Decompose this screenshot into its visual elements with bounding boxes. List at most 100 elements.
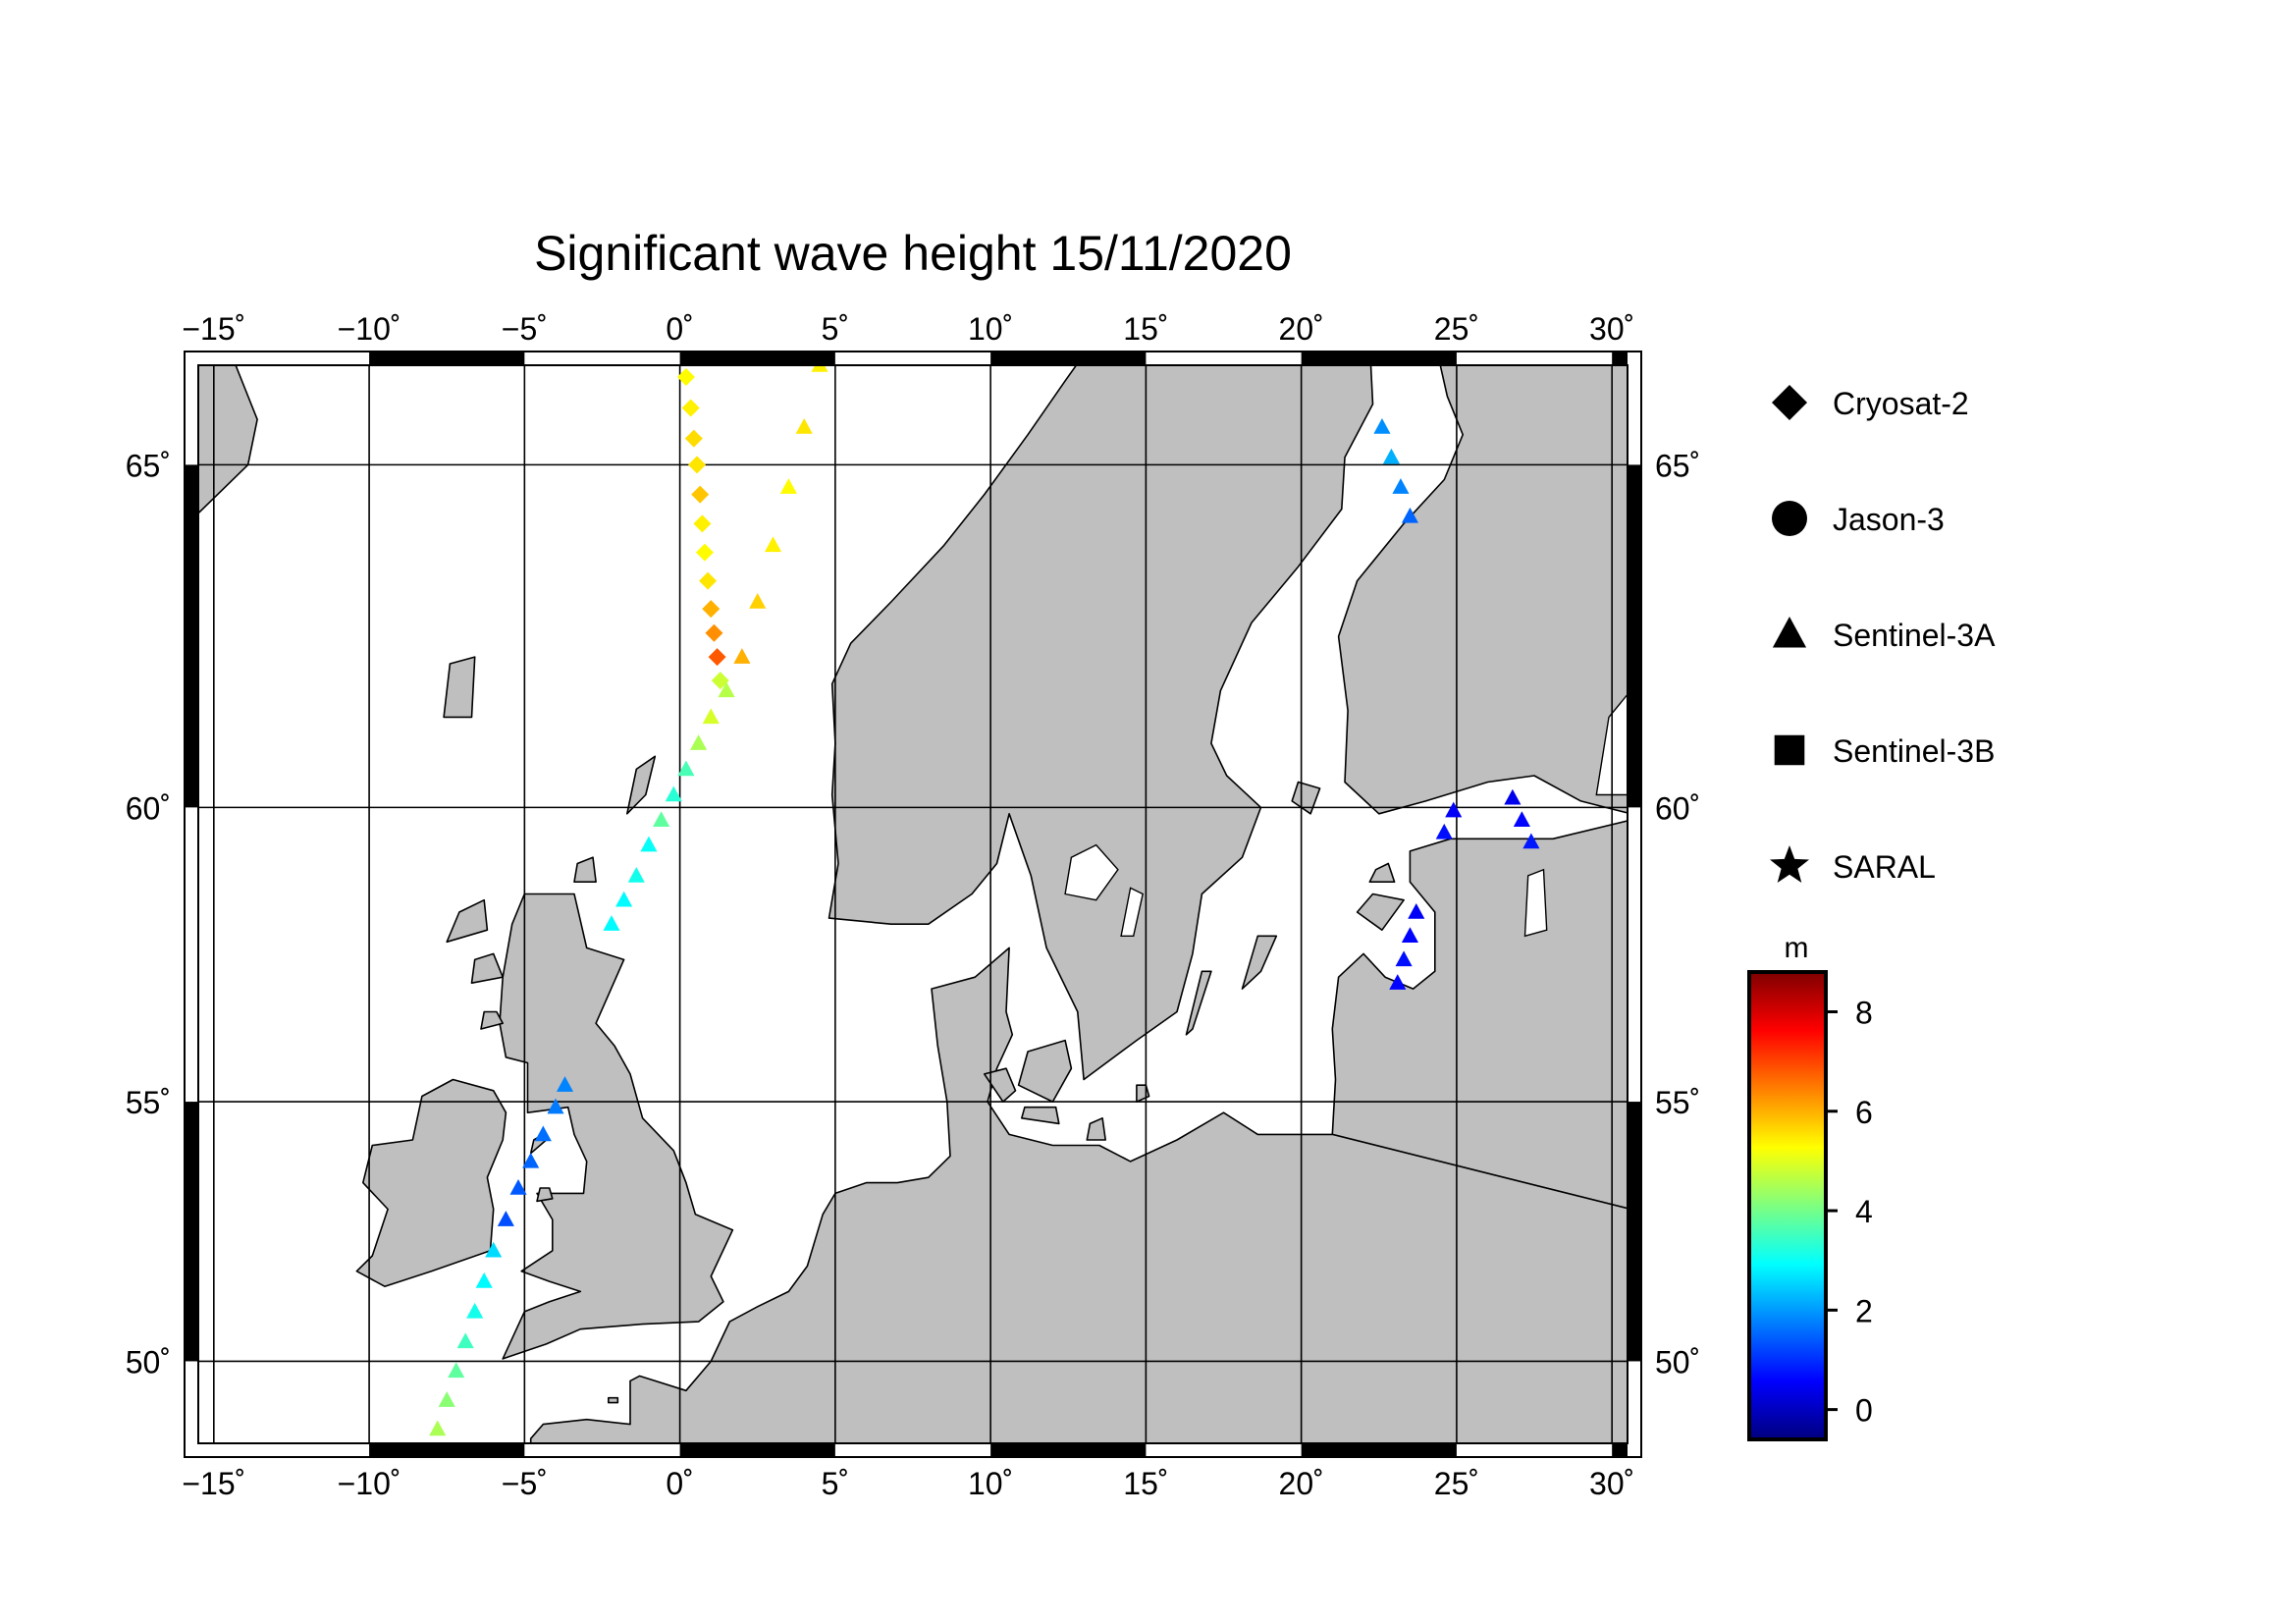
diamond-marker xyxy=(684,429,703,448)
triangle-marker xyxy=(497,1211,514,1226)
lon-tick-label-top: −15˚ xyxy=(182,311,245,347)
land-oland xyxy=(1185,970,1212,1036)
triangle-marker xyxy=(749,593,767,609)
triangle-marker xyxy=(1373,417,1391,434)
land-baltic-states xyxy=(1331,820,1628,1210)
lon-tick-label-top: 20˚ xyxy=(1279,311,1324,347)
triangle-marker xyxy=(765,536,782,553)
triangle-marker xyxy=(1389,974,1407,990)
land-lolland xyxy=(1021,1106,1060,1125)
legend-label: Jason-3 xyxy=(1833,502,1945,537)
triangle-marker xyxy=(615,891,633,907)
lat-tick-label-left: 65˚ xyxy=(126,448,171,483)
land-iceland xyxy=(198,365,258,514)
triangle-marker xyxy=(1408,902,1425,919)
frame-segment-top xyxy=(369,352,525,365)
lon-tick-label-bottom: 10˚ xyxy=(968,1466,1013,1501)
triangle-marker xyxy=(627,866,645,883)
land-anglesey xyxy=(536,1187,554,1203)
triangle-marker xyxy=(690,734,708,750)
lat-tick-label-right: 55˚ xyxy=(1655,1085,1700,1120)
lon-tick-label-top: 10˚ xyxy=(968,311,1013,347)
lon-tick-label-bottom: −15˚ xyxy=(182,1466,245,1501)
lon-tick-label-top: 15˚ xyxy=(1123,311,1168,347)
star-icon xyxy=(1770,845,1809,883)
triangle-marker xyxy=(485,1241,503,1258)
frame-segment-top xyxy=(1612,352,1628,365)
land-hiiumaa xyxy=(1368,862,1396,883)
diamond-marker xyxy=(681,399,700,417)
legend-label: Cryosat-2 xyxy=(1833,386,1969,421)
lon-tick-label-bottom: 5˚ xyxy=(822,1466,849,1501)
lon-tick-label-bottom: 15˚ xyxy=(1123,1466,1168,1501)
colorbar-tick-label: 4 xyxy=(1855,1194,1873,1229)
altimeter-tracks xyxy=(429,365,1540,1436)
frame-segment-bottom xyxy=(679,1443,835,1457)
legend-item: SARAL xyxy=(1770,845,1936,885)
map-tick-labels: −15˚ −15˚ −10˚ −10˚ −5˚ −5˚ 0˚ 0˚ 5˚ 5˚ 10˚ 10˚ 15˚ 1… xyxy=(126,311,1701,1501)
diamond-marker xyxy=(699,571,718,590)
triangle-marker xyxy=(1395,950,1413,967)
frame-segment-bottom xyxy=(369,1443,525,1457)
land-ireland xyxy=(355,1078,507,1287)
triangle-marker xyxy=(640,836,658,852)
map-title: Significant wave height 15/11/2020 xyxy=(534,226,1292,281)
triangle-marker xyxy=(475,1272,493,1288)
triangle-marker xyxy=(795,417,813,434)
satellite-legend: Cryosat-2 Jason-3 Sentinel-3A Sentinel-3B SA… xyxy=(1770,385,1996,885)
land-sjaelland xyxy=(1017,1039,1073,1103)
frame-segment-right xyxy=(1628,1102,1641,1362)
triangle-marker xyxy=(1435,823,1453,839)
triangle-marker xyxy=(702,708,720,725)
legend-item: Jason-3 xyxy=(1772,501,1945,537)
land-finland-russia xyxy=(1337,365,1628,815)
legend-item: Sentinel-3A xyxy=(1772,617,1996,653)
legend-label: Sentinel-3B xyxy=(1833,733,1995,769)
triangle-marker xyxy=(677,760,695,777)
frame-segment-bottom xyxy=(990,1443,1147,1457)
triangle-marker xyxy=(466,1302,484,1319)
lon-tick-label-top: −10˚ xyxy=(338,311,401,347)
lat-tick-label-left: 60˚ xyxy=(126,790,171,826)
diamond-marker xyxy=(695,543,714,562)
land-skye xyxy=(470,952,504,984)
map-frame: −15˚ −15˚ −10˚ −10˚ −5˚ −5˚ 0˚ 0˚ 5˚ 5˚ 10˚ 10˚ 15˚ 1… xyxy=(126,311,1701,1501)
diamond-marker xyxy=(693,514,712,533)
colorbar-tick-label: 2 xyxy=(1855,1293,1873,1328)
lon-tick-label-bottom: 30˚ xyxy=(1589,1466,1634,1501)
land-gotland xyxy=(1241,935,1278,990)
triangle-marker xyxy=(534,1125,552,1142)
triangle-marker xyxy=(429,1420,447,1436)
circle-icon xyxy=(1772,501,1807,536)
colorbar-unit: m xyxy=(1785,932,1809,964)
lat-tick-label-right: 60˚ xyxy=(1655,790,1700,826)
lon-tick-label-bottom: 20˚ xyxy=(1279,1466,1324,1501)
colorbar-ticks: 0 2 4 6 8 xyxy=(1826,996,1873,1429)
triangle-marker xyxy=(1392,478,1410,494)
map-inner-border xyxy=(197,364,1629,1444)
lat-tick-label-left: 55˚ xyxy=(126,1085,171,1120)
map-outer-border xyxy=(184,351,1642,1458)
colorbar-tick-label: 6 xyxy=(1855,1095,1873,1130)
land-scandinavia xyxy=(828,365,1374,1081)
triangle-marker xyxy=(603,915,620,931)
lake-vattern xyxy=(1120,887,1145,937)
triangle-marker xyxy=(1382,448,1400,464)
triangle-icon xyxy=(1772,617,1807,648)
lon-tick-label-bottom: −10˚ xyxy=(338,1466,401,1501)
triangle-marker xyxy=(811,365,828,372)
diamond-marker xyxy=(691,485,710,504)
land-aland xyxy=(1291,781,1321,815)
lon-tick-label-bottom: 25˚ xyxy=(1434,1466,1479,1501)
land-continent xyxy=(529,947,1628,1443)
land-britain xyxy=(499,893,734,1360)
lon-tick-label-bottom: 0˚ xyxy=(666,1466,693,1501)
triangle-marker xyxy=(779,478,797,494)
frame-segment-left xyxy=(185,1102,198,1362)
triangle-marker xyxy=(448,1362,465,1379)
colorbar-gradient xyxy=(1747,970,1828,1441)
lon-tick-label-top: 25˚ xyxy=(1434,311,1479,347)
triangle-marker xyxy=(1445,801,1463,818)
triangle-marker xyxy=(547,1098,564,1114)
lake-peipus xyxy=(1523,868,1548,938)
